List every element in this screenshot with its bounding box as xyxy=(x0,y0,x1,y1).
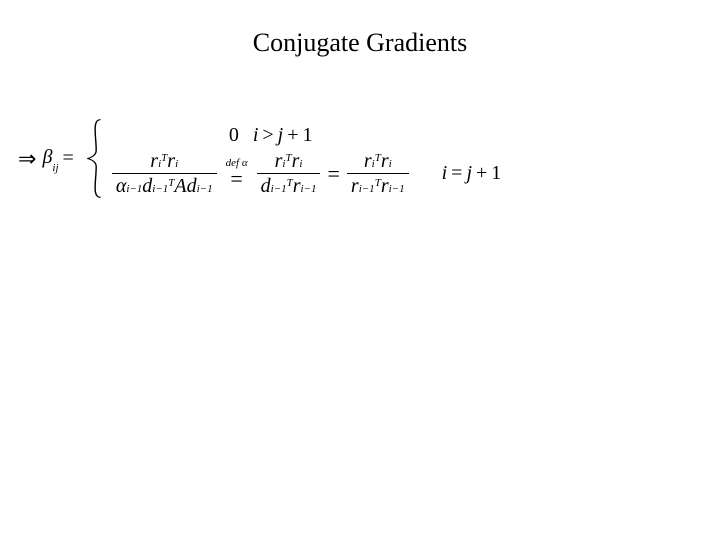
alpha: α xyxy=(116,175,127,197)
cases: 0 i > j + 1 riT ri xyxy=(105,118,501,199)
d: d xyxy=(142,175,152,197)
equation: ⇒ βij = 0 i > j + 1 xyxy=(18,118,501,199)
sub-im1d: i−1 xyxy=(271,183,287,195)
r4: r xyxy=(292,150,300,172)
plus-sign-2: + xyxy=(476,162,487,185)
frac-2-num: riT ri xyxy=(271,150,307,172)
beta-symbol: β xyxy=(42,146,52,168)
cases-brace-group: 0 i > j + 1 riT ri xyxy=(83,118,501,199)
sub-im1g: i−1 xyxy=(389,183,405,195)
r7: r xyxy=(381,150,389,172)
case-row-top: 0 i > j + 1 xyxy=(109,120,501,150)
sub-im1c: i−1 xyxy=(197,183,213,195)
eq-sign-1: = xyxy=(230,168,242,190)
beta-sub: ij xyxy=(52,162,58,174)
cond-i-2: i xyxy=(442,162,448,185)
sup-Td: T xyxy=(287,177,293,189)
sub-im1: i−1 xyxy=(126,183,142,195)
cond-j: j xyxy=(278,124,284,147)
frac-bar-3 xyxy=(347,173,409,174)
case-bot-condition: i = j + 1 xyxy=(442,162,502,185)
A: A xyxy=(174,175,186,197)
sub-im1b: i−1 xyxy=(152,183,168,195)
frac-bar-2 xyxy=(257,173,321,174)
r9: r xyxy=(381,175,389,197)
annotated-equals: def α = xyxy=(226,157,248,190)
implies-arrow: ⇒ xyxy=(18,146,36,172)
frac-3-den: ri−1T ri−1 xyxy=(347,175,409,197)
gt-sign: > xyxy=(262,124,273,147)
sup-Tb: T xyxy=(168,177,174,189)
slide: Conjugate Gradients ⇒ βij = 0 i > j xyxy=(0,0,720,540)
cond-i: i xyxy=(253,124,259,147)
beta-ij: βij xyxy=(42,146,58,171)
sub-i2: i xyxy=(175,158,178,170)
r: r xyxy=(150,150,158,172)
frac-2-den: di−1T ri−1 xyxy=(257,175,321,197)
case-row-bottom: riT ri αi−1 di−1T A di−1 def α xyxy=(109,150,501,197)
case-top-condition: i > j + 1 xyxy=(253,124,313,147)
r5: r xyxy=(293,175,301,197)
sub-i6: i xyxy=(389,158,392,170)
r6: r xyxy=(364,150,372,172)
frac-3-num: riT ri xyxy=(360,150,396,172)
frac-1-num: riT ri xyxy=(146,150,182,172)
cond-one: 1 xyxy=(303,124,313,147)
sup-Te: T xyxy=(375,152,381,164)
sup-Tf: T xyxy=(375,177,381,189)
r8: r xyxy=(351,175,359,197)
eq-cond: = xyxy=(451,162,462,185)
page-title: Conjugate Gradients xyxy=(0,28,720,58)
sup-T: T xyxy=(161,152,167,164)
sub-im1f: i−1 xyxy=(359,183,375,195)
frac-bar xyxy=(112,173,217,174)
r2: r xyxy=(167,150,175,172)
frac-1-den: αi−1 di−1T A di−1 xyxy=(112,175,217,197)
sub-im1e: i−1 xyxy=(301,183,317,195)
cond-j-2: j xyxy=(466,162,472,185)
eq-sign-2: = xyxy=(327,163,339,185)
frac-2: riT ri di−1T ri−1 xyxy=(257,150,321,197)
d3: d xyxy=(261,175,271,197)
frac-1: riT ri αi−1 di−1T A di−1 xyxy=(112,150,217,197)
sub-i4: i xyxy=(299,158,302,170)
frac-3: riT ri ri−1T ri−1 xyxy=(347,150,409,197)
d2: d xyxy=(187,175,197,197)
case-top-value: 0 xyxy=(229,124,239,147)
cond-one-2: 1 xyxy=(491,162,501,185)
sup-Tc: T xyxy=(285,152,291,164)
equals-sign: = xyxy=(63,147,74,170)
plus-sign: + xyxy=(287,124,298,147)
left-brace-icon xyxy=(83,118,105,199)
r3: r xyxy=(275,150,283,172)
